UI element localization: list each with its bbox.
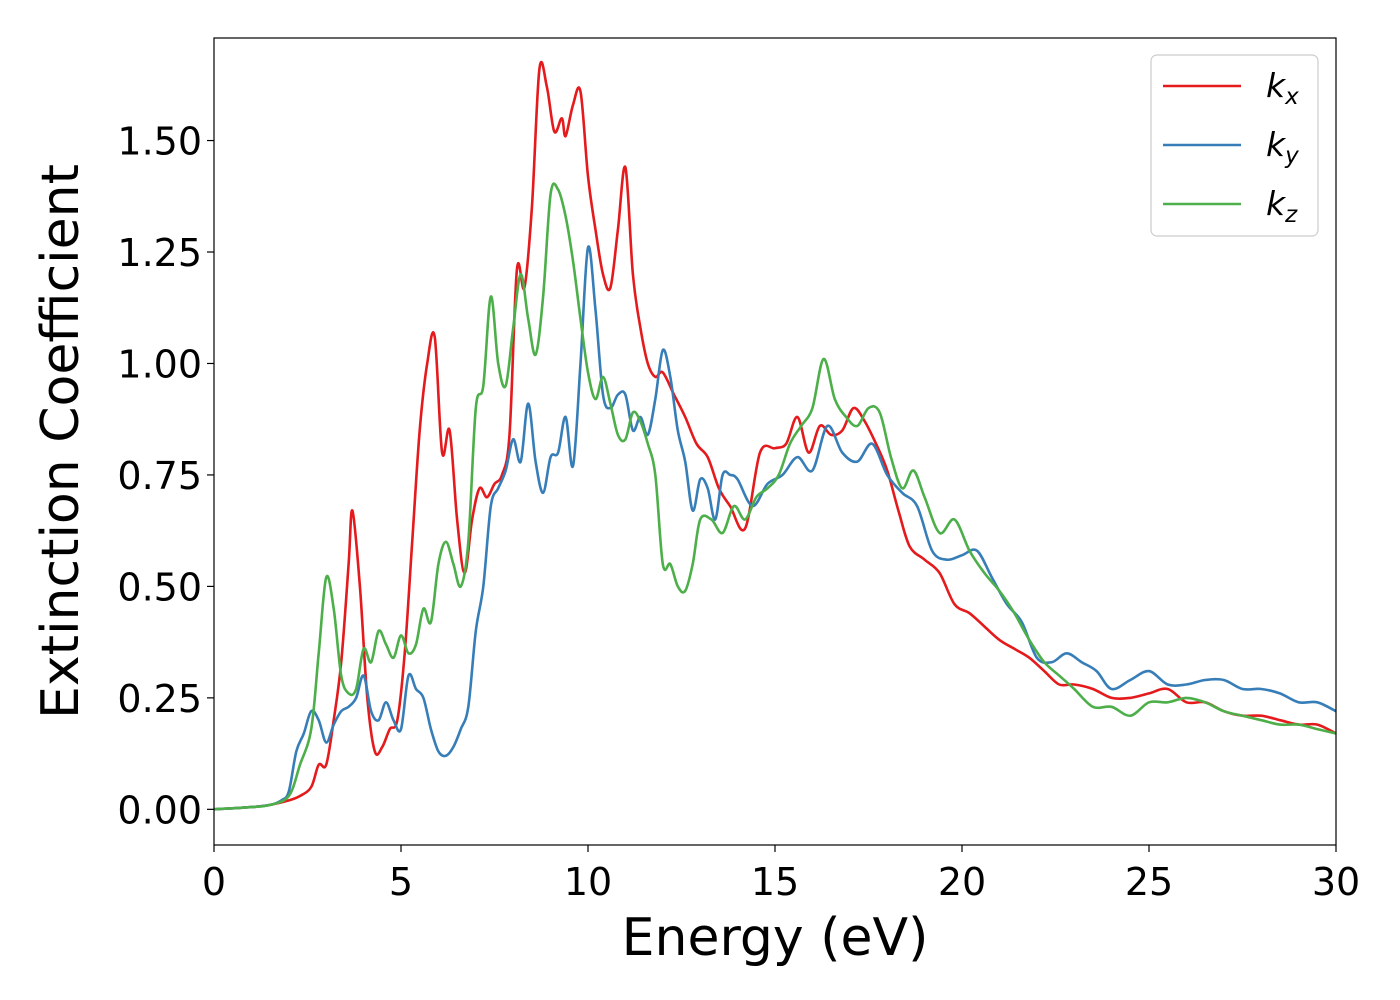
y-tick-label: 1.25 bbox=[117, 231, 202, 275]
x-tick-label: 10 bbox=[564, 860, 612, 904]
ticks-layer: 0 5 10 15 20 25 30 0.00 0.25 0.50 0.75 1.00 1.25 1.50 bbox=[117, 120, 1360, 904]
y-tick-label: 0.25 bbox=[117, 677, 202, 721]
x-axis-title: Energy (eV) bbox=[622, 908, 929, 968]
y-tick-label: 0.00 bbox=[117, 788, 202, 832]
series-line-z bbox=[214, 182, 1336, 811]
series-line-y bbox=[214, 245, 1336, 811]
x-tick-label: 15 bbox=[751, 860, 799, 904]
y-axis-title: Extinction Coefficient bbox=[31, 164, 91, 719]
x-tick-label: 25 bbox=[1125, 860, 1173, 904]
y-tick-label: 1.00 bbox=[117, 342, 202, 386]
y-tick-label: 0.50 bbox=[117, 565, 202, 609]
y-tick-label: 0.75 bbox=[117, 454, 202, 498]
y-tick-label: 1.50 bbox=[117, 120, 202, 164]
x-tick-label: 20 bbox=[938, 860, 986, 904]
series-layer bbox=[214, 60, 1336, 811]
x-tick-label: 30 bbox=[1312, 860, 1360, 904]
x-tick-label: 0 bbox=[202, 860, 226, 904]
series-line-x bbox=[214, 60, 1336, 811]
x-tick-label: 5 bbox=[389, 860, 413, 904]
